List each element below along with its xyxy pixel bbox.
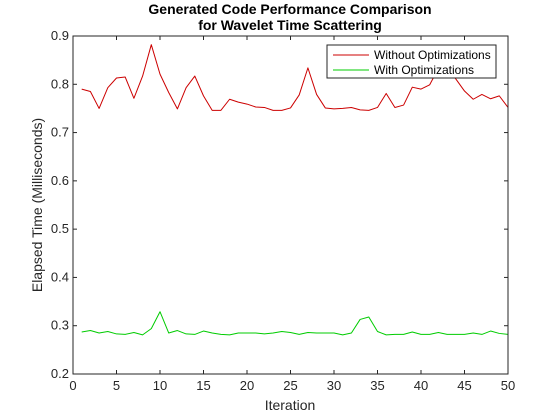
y-axis: 0.2 0.3 0.4 0.5 0.6 0.7 0.8 0.9 [51, 28, 508, 381]
x-tick-label-25: 25 [283, 378, 297, 393]
y-tick-label-0-3: 0.3 [51, 318, 69, 333]
y-tick-label-0-5: 0.5 [51, 221, 69, 236]
y-axis-label: Elapsed Time (Milliseconds) [29, 118, 45, 292]
y-tick-label-0-7: 0.7 [51, 125, 69, 140]
chart-title-line-1: Generated Code Performance Comparison [148, 1, 431, 17]
plot-area [73, 36, 508, 374]
series-line-with-optimizations [81, 311, 509, 336]
x-axis: 0 5 10 15 20 25 30 35 40 45 50 [69, 36, 515, 393]
legend-label-without-optimizations: Without Optimizations [374, 48, 491, 62]
chart-title-line-2: for Wavelet Time Scattering [198, 17, 382, 33]
x-tick-label-5: 5 [113, 378, 120, 393]
x-tick-label-35: 35 [370, 378, 384, 393]
legend: Without Optimizations With Optimizations [326, 44, 497, 79]
x-tick-label-10: 10 [153, 378, 167, 393]
x-axis-label: Iteration [265, 397, 316, 413]
y-tick-label-0-9: 0.9 [51, 28, 69, 43]
x-tick-label-0: 0 [69, 378, 76, 393]
x-tick-label-40: 40 [414, 378, 428, 393]
y-tick-label-0-4: 0.4 [51, 269, 69, 284]
legend-label-with-optimizations: With Optimizations [374, 63, 474, 77]
x-tick-label-30: 30 [327, 378, 341, 393]
y-tick-label-0-6: 0.6 [51, 173, 69, 188]
x-tick-label-50: 50 [501, 378, 515, 393]
x-tick-label-45: 45 [457, 378, 471, 393]
y-tick-label-0-8: 0.8 [51, 76, 69, 91]
y-tick-label-0-2: 0.2 [51, 366, 69, 381]
x-tick-label-20: 20 [240, 378, 254, 393]
legend-box [326, 44, 497, 79]
x-tick-label-15: 15 [196, 378, 210, 393]
